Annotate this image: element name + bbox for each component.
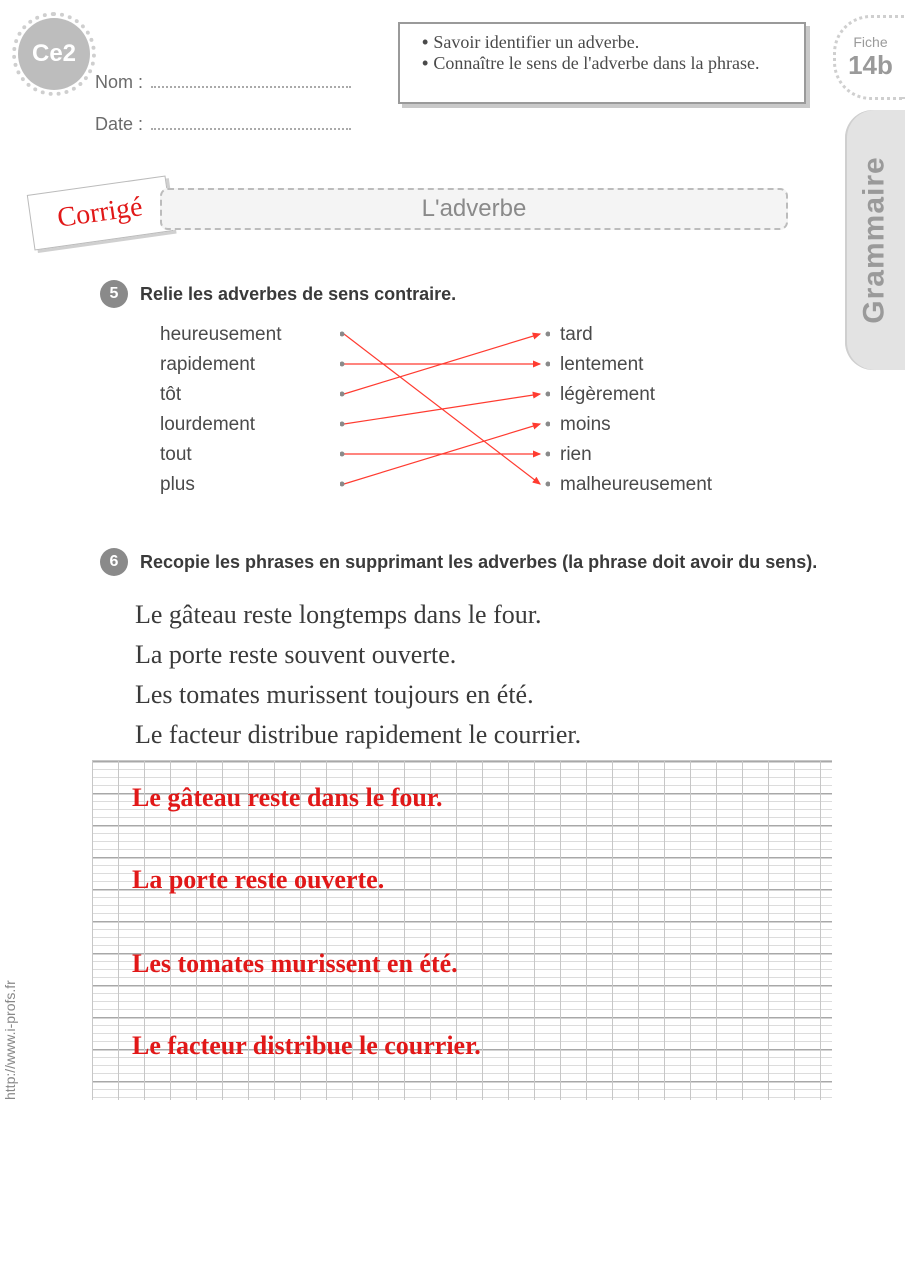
answer-sentence: La porte reste ouverte.: [132, 865, 384, 895]
exercise-6-instruction: Recopie les phrases en supprimant les ad…: [140, 552, 817, 573]
date-input-line[interactable]: [151, 112, 351, 130]
source-sentence: Les tomates murissent toujours en été.: [135, 675, 581, 715]
match-left-item: tôt: [160, 380, 281, 410]
fiche-number: 14b: [848, 50, 893, 81]
worksheet-page: Ce2 Nom : Date : Savoir identifier un ad…: [0, 0, 905, 1280]
date-label: Date :: [95, 114, 143, 135]
objective-item: Connaître le sens de l'adverbe dans la p…: [422, 53, 782, 74]
lesson-title: L'adverbe: [422, 195, 527, 223]
match-right-item: malheureusement: [560, 470, 712, 500]
name-row: Nom :: [95, 70, 351, 93]
match-right-column: tardlentementlégèrementmoinsrienmalheure…: [560, 320, 712, 500]
source-sentence: Le gâteau reste longtemps dans le four.: [135, 595, 581, 635]
match-right-item: lentement: [560, 350, 712, 380]
source-sentence: La porte reste souvent ouverte.: [135, 635, 581, 675]
answer-sentence: Le facteur distribue le courrier.: [132, 1031, 481, 1061]
fiche-label: Fiche: [853, 34, 887, 50]
objectives-box: Savoir identifier un adverbe. Connaître …: [398, 22, 806, 104]
corrige-label: Corrigé: [27, 176, 173, 251]
answer-sentence: Les tomates murissent en été.: [132, 949, 458, 979]
match-left-item: lourdement: [160, 410, 281, 440]
exercise-number-bubble: 5: [100, 280, 128, 308]
fiche-tab: Fiche 14b: [833, 15, 905, 100]
name-label: Nom :: [95, 72, 143, 93]
exercise-5-instruction: Relie les adverbes de sens contraire.: [140, 284, 456, 305]
title-bar: L'adverbe: [160, 188, 788, 230]
match-left-item: rapidement: [160, 350, 281, 380]
exercise-6-header: 6 Recopie les phrases en supprimant les …: [100, 548, 830, 576]
match-left-item: heureusement: [160, 320, 281, 350]
exercise-5-header: 5 Relie les adverbes de sens contraire.: [100, 280, 456, 308]
subject-tab: Grammaire: [845, 110, 905, 370]
source-sentence: Le facteur distribue rapidement le courr…: [135, 715, 581, 755]
source-sentences: Le gâteau reste longtemps dans le four.L…: [135, 595, 581, 755]
date-row: Date :: [95, 112, 351, 135]
match-left-item: plus: [160, 470, 281, 500]
name-input-line[interactable]: [151, 70, 351, 88]
match-arrows-svg: [340, 324, 550, 504]
seyes-grid: Le gâteau reste dans le four. La porte re…: [92, 760, 832, 1100]
answer-sentence: Le gâteau reste dans le four.: [132, 783, 443, 813]
exercise-number-bubble: 6: [100, 548, 128, 576]
grade-badge: Ce2: [18, 18, 90, 90]
match-right-item: rien: [560, 440, 712, 470]
match-right-item: moins: [560, 410, 712, 440]
match-left-item: tout: [160, 440, 281, 470]
objectives-list: Savoir identifier un adverbe. Connaître …: [422, 32, 782, 74]
objective-item: Savoir identifier un adverbe.: [422, 32, 782, 53]
footer-url: http://www.i-profs.fr: [2, 980, 18, 1100]
corrige-text: Corrigé: [55, 191, 144, 235]
subject-text: Grammaire: [858, 156, 892, 323]
match-left-column: heureusementrapidementtôtlourdementtoutp…: [160, 320, 281, 500]
match-right-item: légèrement: [560, 380, 712, 410]
matching-exercise: heureusementrapidementtôtlourdementtoutp…: [160, 320, 770, 510]
grade-text: Ce2: [32, 40, 76, 68]
match-right-item: tard: [560, 320, 712, 350]
